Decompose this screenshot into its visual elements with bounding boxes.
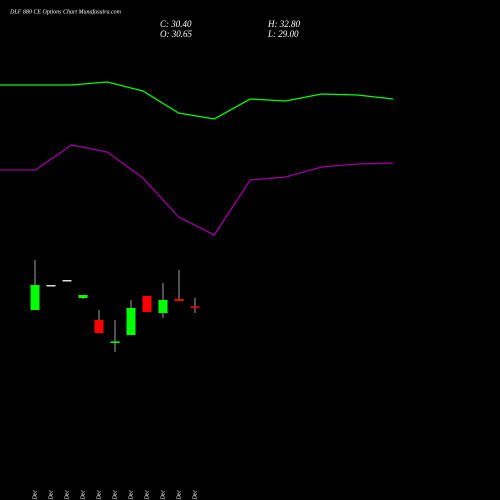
candle-body <box>110 341 120 343</box>
candle-body <box>126 308 136 335</box>
chart-title: DLF 880 CE Options Chart Munafasutra.com <box>9 8 122 15</box>
candle-body <box>78 295 88 298</box>
x-tick-label: 23 Dec <box>160 490 166 500</box>
candle-body <box>62 280 72 282</box>
indicator-line <box>0 81 394 120</box>
x-tick-label: 11 Dec <box>48 490 54 500</box>
candle-body <box>30 285 40 310</box>
candle-body <box>190 306 200 308</box>
x-tick-label: 16 Dec <box>80 490 86 500</box>
x-tick-label: 12 Dec <box>64 490 70 500</box>
indicator-line <box>0 144 394 236</box>
ohlc-label: L: 29.00 <box>267 29 299 39</box>
x-tick-label: 18 Dec <box>112 490 118 500</box>
x-tick-label: 26 Dec <box>192 490 198 500</box>
x-tick-label: 09 Dec <box>32 490 38 500</box>
candle-body <box>142 296 152 312</box>
ohlc-label: O: 30.65 <box>160 29 192 39</box>
candle-body <box>46 285 56 287</box>
x-tick-label: 17 Dec <box>96 490 102 500</box>
candle-body <box>158 300 168 313</box>
x-tick-label: 24 Dec <box>175 490 182 500</box>
ohlc-label: H: 32.80 <box>267 19 300 29</box>
ohlc-label: C: 30.40 <box>160 19 192 29</box>
candle-body <box>94 320 104 333</box>
x-tick-label: 19 Dec <box>128 490 134 500</box>
x-tick-label: 22 Dec <box>144 490 150 500</box>
candle-body <box>174 299 184 301</box>
